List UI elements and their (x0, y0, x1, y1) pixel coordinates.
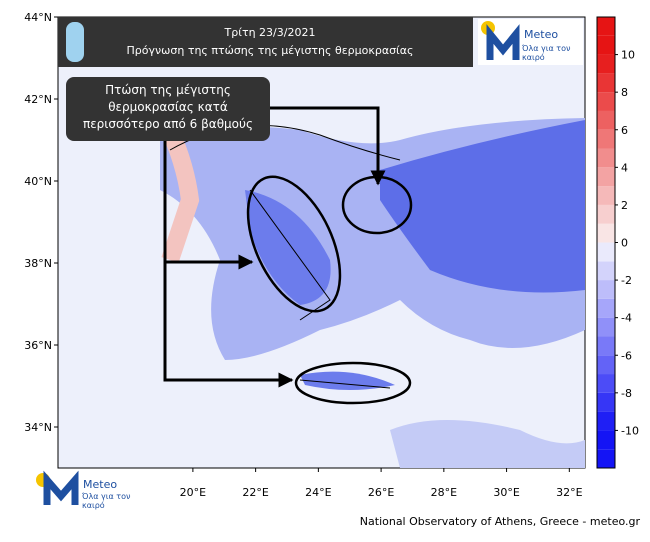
logo-name: Meteo (83, 478, 117, 491)
thermometer-icon (66, 22, 84, 62)
logo-tagline: Όλα για τον καιρό (522, 44, 571, 62)
annotation: Πτώση της μέγιστης θερμοκρασίας κατά περ… (66, 77, 270, 141)
colorbar-segment (597, 449, 615, 468)
colorbar-segment (597, 17, 615, 36)
lat-label: 42°N (24, 93, 52, 106)
colorbar-segment (597, 280, 615, 299)
title: Τρίτη 23/3/2021 (224, 26, 316, 39)
annotation-box: Πτώση της μέγιστης θερμοκρασίας κατά περ… (66, 77, 270, 141)
lon-label: 20°E (180, 486, 206, 499)
logo-mark (486, 24, 520, 60)
logo-top: Meteo Όλα για τον καιρό (478, 19, 583, 65)
colorbar-segment (597, 374, 615, 393)
colorbar-segment (597, 73, 615, 93)
lat-label: 40°N (24, 175, 52, 188)
colorbar-label: 8 (621, 86, 628, 99)
lat-label: 36°N (24, 339, 52, 352)
colorbar-segment (597, 411, 615, 431)
colorbar-label: -6 (621, 349, 632, 362)
logo-tagline-box: Όλα για τον καιρό (522, 44, 571, 62)
lon-label: 24°E (305, 486, 331, 499)
colorbar-label: -10 (621, 424, 639, 437)
colorbar-segment (597, 110, 615, 130)
lon-label: 22°E (242, 486, 268, 499)
colorbar-segment (597, 336, 615, 356)
axes: 44°N 42°N 40°N 38°N 36°N 34°N 20°E 22°E 24°E 26°E… (24, 11, 639, 499)
lon-label: 26°E (368, 486, 394, 499)
colorbar-segment (597, 92, 615, 111)
strong-cooling (300, 371, 395, 390)
colorbar-segment (597, 148, 615, 168)
colorbar-label: -8 (621, 387, 632, 400)
colorbar-segment (597, 223, 615, 243)
colorbar-segment (597, 317, 615, 337)
highlight-ellipse (246, 175, 342, 313)
logo-tagline: Όλα για τον καιρό (82, 492, 131, 510)
lat-label: 34°N (24, 421, 52, 434)
colorbar-segment (597, 242, 615, 262)
colorbar-segment (597, 355, 615, 375)
colorbar-segment (597, 298, 615, 318)
colorbar-segment (597, 261, 615, 281)
lat-label: 44°N (24, 11, 52, 24)
logo-tagline-box: Όλα για τον καιρό (82, 492, 131, 510)
colorbar-label: 6 (621, 124, 628, 137)
lon-label: 32°E (556, 486, 582, 499)
lon-label: 28°E (431, 486, 457, 499)
title-background (58, 17, 473, 67)
colorbar-segment (597, 167, 615, 187)
map (57, 16, 586, 469)
strong-cooling (380, 120, 585, 293)
colorbar-label: -4 (621, 312, 632, 325)
colorbar-segment (597, 35, 615, 55)
colorbar-label: 2 (621, 199, 628, 212)
lat-label: 38°N (24, 257, 52, 270)
colorbar-segment (597, 430, 615, 450)
highlight-ellipse (294, 361, 412, 405)
colorbar-segment (597, 129, 615, 149)
colorbar-segment (597, 392, 615, 412)
colorbar-segment (597, 186, 615, 205)
cooling-area (390, 420, 585, 468)
strong-cooling (245, 190, 331, 305)
colorbar-label: 10 (621, 49, 635, 62)
colorbar-segment (597, 204, 615, 224)
footer: National Observatory of Athens, Greece -… (360, 515, 641, 528)
logo-mark (43, 470, 79, 505)
colorbar-label: 0 (621, 237, 628, 250)
colorbar-label: -2 (621, 274, 632, 287)
colorbar-segment (597, 54, 615, 74)
logo-bottom: Meteo Όλα για τον καιρό (36, 470, 131, 510)
subtitle: Πρόγνωση της πτώσης της μέγιστης θερμοκρ… (127, 44, 414, 57)
logo-name: Meteo (524, 28, 558, 41)
lon-label: 30°E (493, 486, 519, 499)
colorbar-label: 4 (621, 161, 628, 174)
title-box: Τρίτη 23/3/2021 Πρόγνωση της πτώσης της … (58, 17, 473, 67)
warming-area (156, 115, 200, 263)
